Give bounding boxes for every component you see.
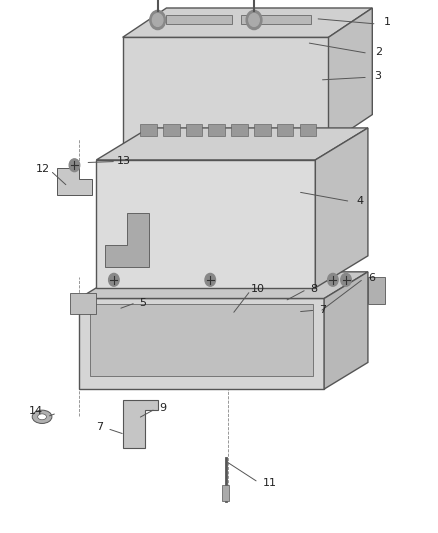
Polygon shape — [123, 400, 158, 448]
Text: 8: 8 — [310, 284, 317, 294]
Text: 1: 1 — [384, 18, 391, 27]
Text: 7: 7 — [96, 423, 103, 432]
Text: 2: 2 — [375, 47, 382, 57]
Circle shape — [249, 14, 259, 27]
Polygon shape — [57, 168, 92, 195]
Text: 10: 10 — [251, 285, 265, 294]
Polygon shape — [315, 128, 368, 288]
Polygon shape — [123, 8, 372, 37]
Bar — [208, 124, 225, 136]
Circle shape — [205, 273, 215, 286]
Polygon shape — [105, 213, 149, 266]
Text: 6: 6 — [368, 273, 375, 283]
Polygon shape — [79, 298, 324, 389]
Polygon shape — [241, 15, 311, 24]
Polygon shape — [90, 304, 313, 376]
Text: 5: 5 — [139, 298, 146, 308]
Text: 9: 9 — [159, 403, 166, 413]
Polygon shape — [70, 293, 96, 314]
Circle shape — [69, 159, 80, 172]
Polygon shape — [166, 15, 232, 24]
Bar — [186, 124, 202, 136]
Text: 11: 11 — [263, 478, 277, 488]
Circle shape — [328, 273, 338, 286]
Bar — [231, 124, 248, 136]
Circle shape — [246, 11, 262, 30]
Text: 3: 3 — [374, 71, 381, 81]
Bar — [277, 124, 293, 136]
Circle shape — [152, 14, 163, 27]
Circle shape — [341, 273, 351, 286]
Circle shape — [150, 11, 166, 30]
Ellipse shape — [38, 414, 46, 420]
Text: 7: 7 — [319, 305, 326, 315]
Bar — [140, 124, 157, 136]
Polygon shape — [96, 128, 368, 160]
Polygon shape — [79, 272, 368, 298]
Bar — [254, 124, 271, 136]
Text: 13: 13 — [117, 156, 131, 166]
Polygon shape — [123, 37, 328, 144]
Circle shape — [109, 273, 119, 286]
Text: 12: 12 — [36, 165, 50, 174]
Polygon shape — [96, 160, 315, 288]
Ellipse shape — [32, 410, 52, 423]
Bar — [222, 485, 229, 501]
Bar — [300, 124, 316, 136]
Bar — [163, 124, 180, 136]
Polygon shape — [368, 277, 385, 304]
Text: 4: 4 — [357, 197, 364, 206]
Polygon shape — [328, 8, 372, 144]
Polygon shape — [324, 272, 368, 389]
Text: 14: 14 — [29, 407, 43, 416]
